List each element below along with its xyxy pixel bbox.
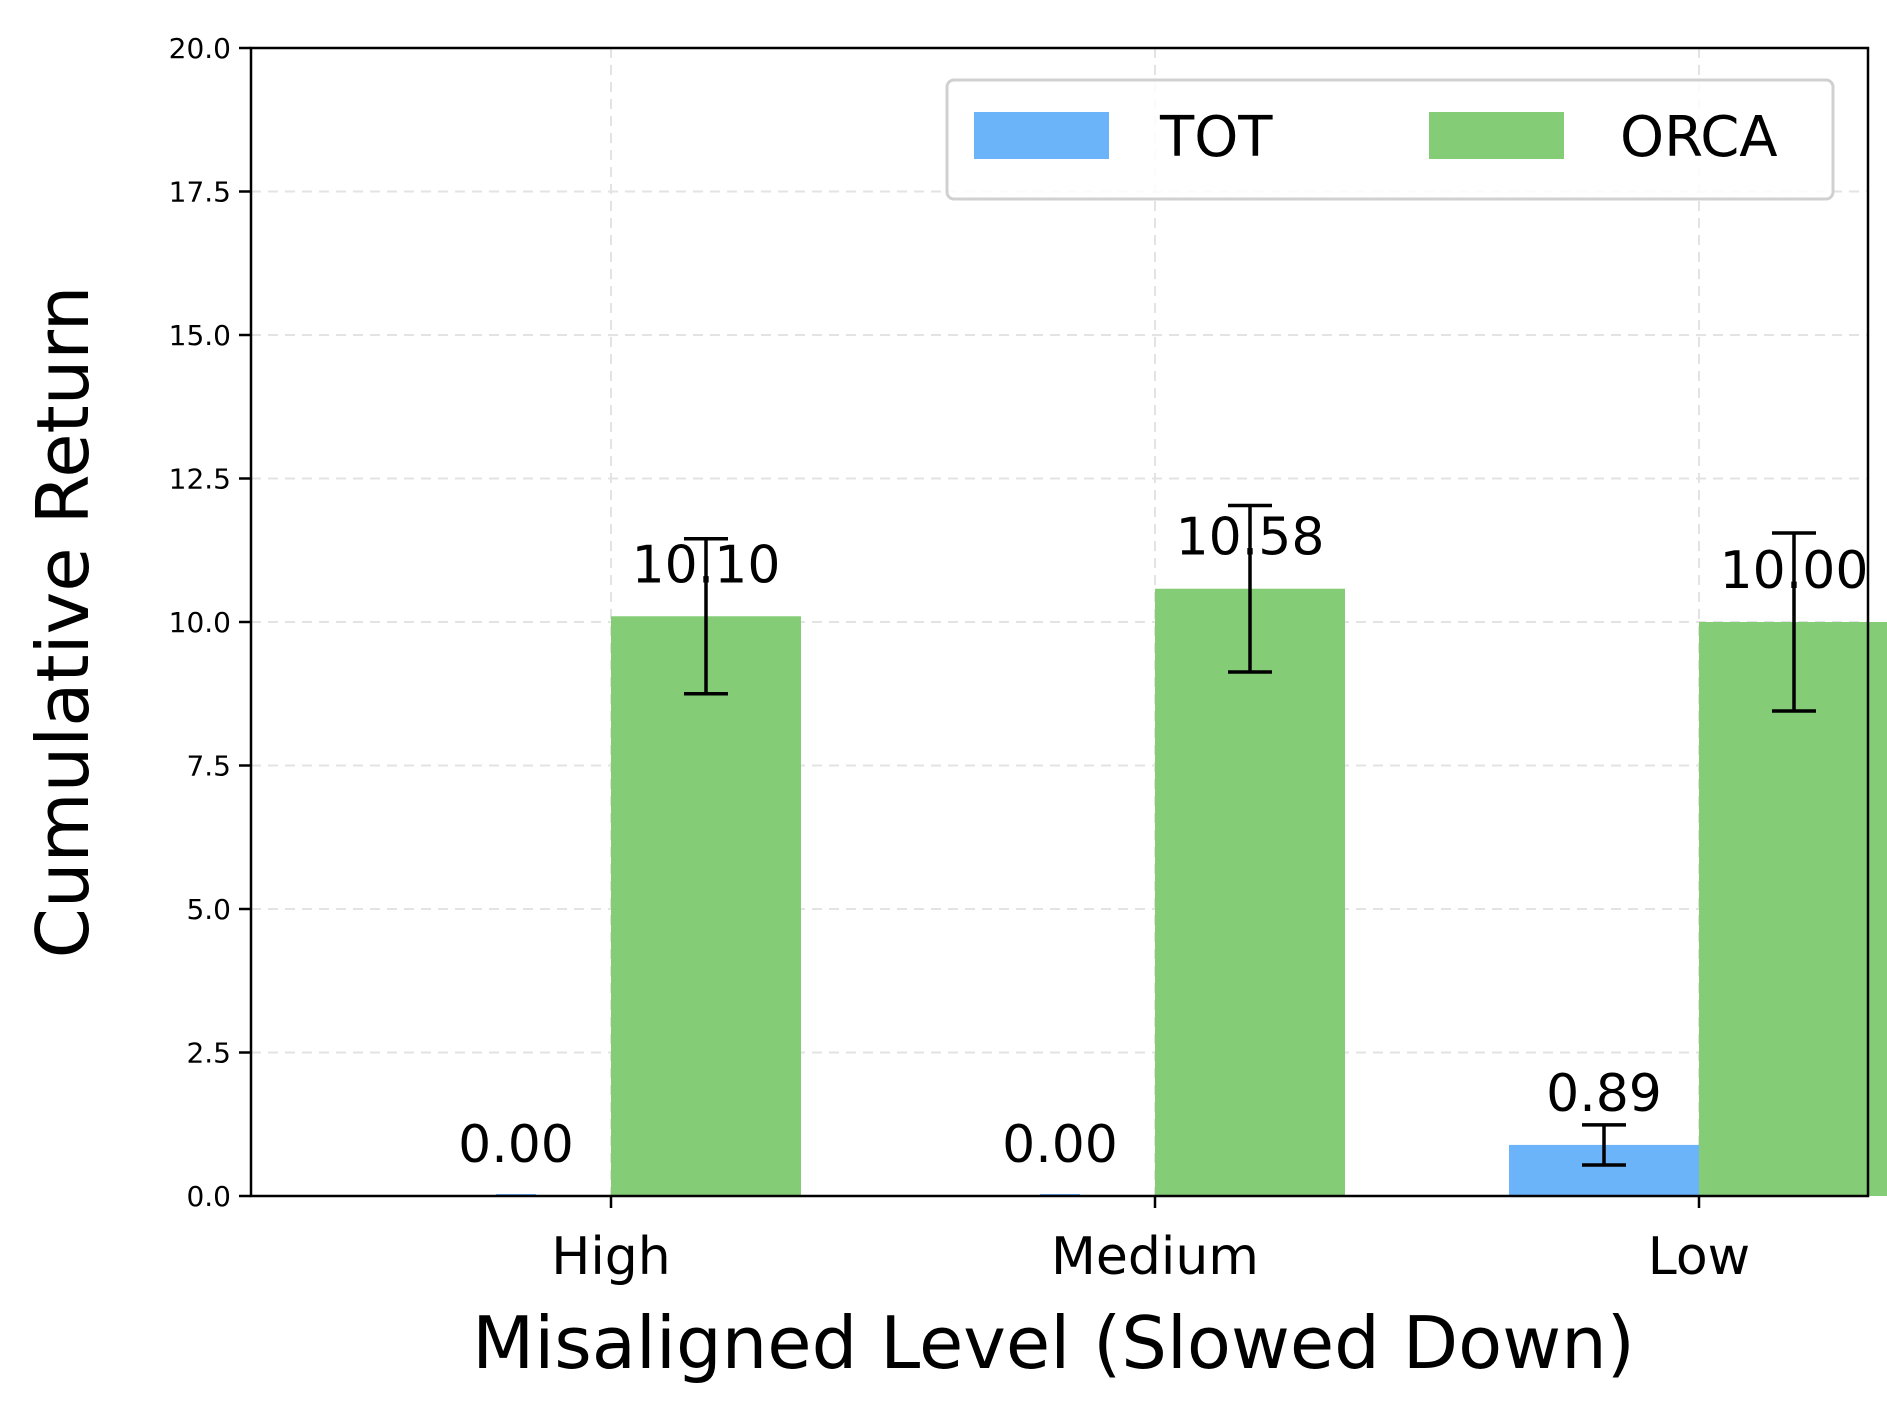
error-bars — [684, 503, 1816, 1167]
legend-swatch-tot — [974, 112, 1109, 159]
y-tick-label: 10.0 — [169, 606, 231, 639]
legend-swatch-orca — [1429, 112, 1564, 159]
data-label-orca: 10.58 — [1176, 508, 1325, 568]
y-tick-label: 20.0 — [169, 32, 231, 65]
y-axis: 0.0 2.5 5.0 7.5 10.0 12.5 15.0 17.5 20.0 — [169, 32, 251, 1213]
y-tick-label: 0.0 — [186, 1180, 231, 1213]
legend-label-orca: ORCA — [1620, 105, 1778, 170]
data-label-tot: 0.89 — [1546, 1064, 1662, 1124]
y-tick-label: 17.5 — [169, 176, 231, 209]
legend: TOT ORCA — [945, 78, 1835, 201]
legend-box — [945, 78, 1835, 201]
y-axis-title: Cumulative Return — [21, 286, 105, 959]
y-tick-label: 2.5 — [186, 1037, 231, 1070]
x-tick-label: High — [551, 1227, 671, 1287]
data-label-orca: 10.00 — [1720, 541, 1869, 601]
bar-orca — [1699, 622, 1887, 1196]
data-label-tot: 0.00 — [458, 1115, 574, 1175]
bar-orca — [611, 616, 801, 1196]
y-tick-label: 15.0 — [169, 319, 231, 352]
legend-label-tot: TOT — [1159, 105, 1273, 170]
y-tick-label: 12.5 — [169, 463, 231, 496]
bars — [496, 588, 1887, 1196]
data-label-orca: 10.10 — [632, 535, 781, 595]
x-tick-label: Low — [1648, 1227, 1750, 1287]
x-tick-label: Medium — [1051, 1227, 1259, 1287]
data-label-tot: 0.00 — [1002, 1115, 1118, 1175]
y-tick-label: 7.5 — [186, 750, 231, 783]
x-axis: High Medium Low — [551, 1196, 1750, 1287]
bar-orca — [1155, 588, 1345, 1196]
y-tick-label: 5.0 — [186, 893, 231, 926]
data-labels: 0.00 0.00 0.89 10.10 10.58 10.00 — [458, 508, 1868, 1175]
x-axis-title: Misaligned Level (Slowed Down) — [472, 1301, 1635, 1385]
